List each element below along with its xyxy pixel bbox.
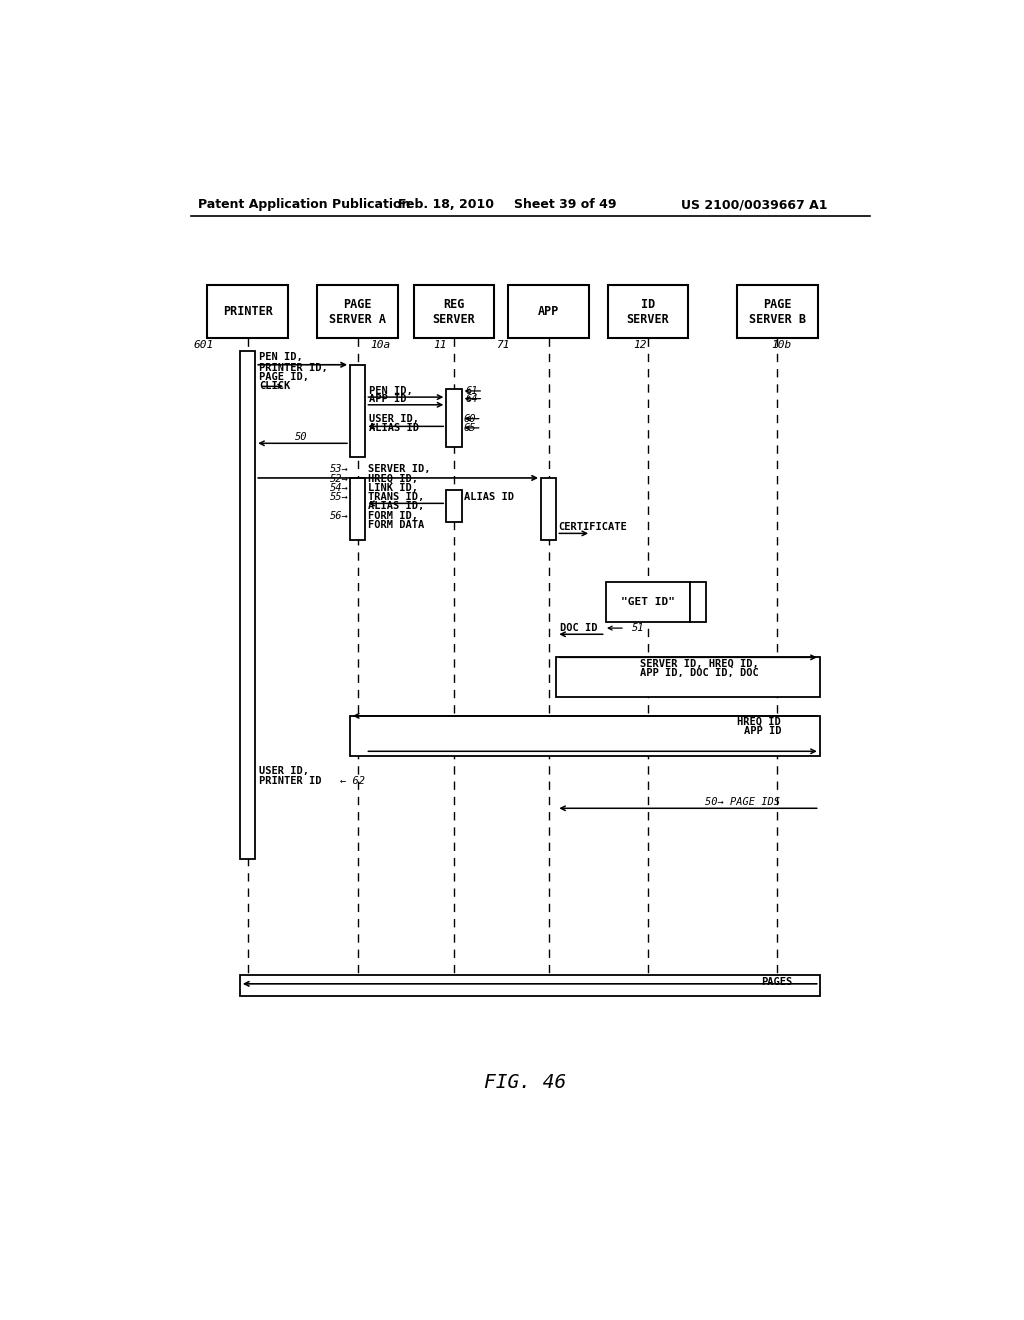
Text: SERVER ID,: SERVER ID, — [368, 465, 430, 474]
Text: 52→: 52→ — [330, 474, 348, 483]
Text: 601: 601 — [194, 339, 214, 350]
Text: APP ID: APP ID — [370, 393, 407, 404]
Text: Sheet 39 of 49: Sheet 39 of 49 — [514, 198, 616, 211]
Text: APP ID: APP ID — [743, 726, 781, 737]
Text: 50: 50 — [295, 432, 308, 442]
Text: USER ID,: USER ID, — [370, 413, 419, 424]
Text: LINK ID,: LINK ID, — [368, 483, 418, 492]
Text: "GET ID": "GET ID" — [621, 597, 675, 607]
Bar — [350, 478, 366, 540]
Bar — [446, 490, 462, 521]
Text: 10a: 10a — [371, 339, 391, 350]
Text: PEN ID,: PEN ID, — [259, 352, 303, 362]
Text: 50→ PAGE IDS: 50→ PAGE IDS — [705, 797, 779, 807]
Text: ← 62: ← 62 — [340, 776, 365, 785]
Text: PAGE ID,: PAGE ID, — [259, 372, 309, 381]
Text: 54→: 54→ — [330, 483, 348, 492]
Text: CLICK: CLICK — [259, 381, 291, 391]
Text: PRINTER ID,: PRINTER ID, — [259, 363, 328, 372]
Text: PAGE
SERVER A: PAGE SERVER A — [329, 297, 386, 326]
Text: PEN ID,: PEN ID, — [370, 385, 413, 396]
Bar — [508, 285, 589, 338]
Text: 55→: 55→ — [330, 492, 348, 502]
Text: Patent Application Publication: Patent Application Publication — [199, 198, 411, 211]
Text: PAGES: PAGES — [762, 977, 793, 987]
Bar — [446, 389, 462, 447]
Text: APP ID, DOC ID, DOC: APP ID, DOC ID, DOC — [640, 668, 759, 677]
Bar — [350, 364, 366, 457]
Bar — [207, 285, 288, 338]
Text: 65: 65 — [464, 422, 476, 433]
Text: HREQ ID,: HREQ ID, — [368, 474, 418, 483]
Text: ALIAS ID: ALIAS ID — [464, 492, 514, 502]
Text: 12: 12 — [634, 339, 647, 350]
Text: 64: 64 — [466, 393, 478, 404]
Bar — [737, 285, 818, 338]
Text: TRANS ID,: TRANS ID, — [368, 492, 424, 502]
Bar — [350, 715, 819, 756]
Text: USER ID,: USER ID, — [259, 767, 309, 776]
Text: PAGE
SERVER B: PAGE SERVER B — [749, 297, 806, 326]
Text: 53→: 53→ — [330, 465, 348, 474]
Text: CERTIFICATE: CERTIFICATE — [559, 523, 628, 532]
Text: PRINTER ID: PRINTER ID — [259, 776, 322, 785]
Text: APP: APP — [538, 305, 559, 318]
Text: ALIAS ID: ALIAS ID — [370, 422, 419, 433]
Text: 71: 71 — [496, 339, 509, 350]
Text: FIG. 46: FIG. 46 — [483, 1073, 566, 1092]
Text: ALIAS ID,: ALIAS ID, — [368, 502, 424, 511]
Text: 11: 11 — [433, 339, 446, 350]
Text: SERVER ID, HREQ ID,: SERVER ID, HREQ ID, — [640, 659, 759, 668]
Text: HREQ ID: HREQ ID — [737, 717, 781, 727]
Bar — [317, 285, 398, 338]
Bar — [556, 657, 819, 697]
Text: ID
SERVER: ID SERVER — [627, 297, 670, 326]
Bar — [605, 582, 690, 622]
Text: 61: 61 — [466, 385, 478, 396]
Text: 51: 51 — [632, 623, 644, 634]
Text: 10b: 10b — [771, 339, 792, 350]
Text: 56→: 56→ — [330, 511, 348, 520]
Text: 60: 60 — [464, 413, 476, 424]
Text: Feb. 18, 2010: Feb. 18, 2010 — [398, 198, 495, 211]
Text: DOC ID: DOC ID — [560, 623, 598, 634]
Text: FORM ID,: FORM ID, — [368, 511, 418, 520]
Text: FORM DATA: FORM DATA — [368, 520, 424, 529]
Text: PRINTER: PRINTER — [222, 305, 272, 318]
Bar — [607, 285, 688, 338]
Bar — [240, 351, 255, 859]
Bar — [240, 974, 819, 997]
Text: US 2100/0039667 A1: US 2100/0039667 A1 — [681, 198, 827, 211]
Bar — [690, 582, 706, 622]
Text: REG
SERVER: REG SERVER — [432, 297, 475, 326]
Bar — [541, 478, 556, 540]
Bar — [414, 285, 495, 338]
